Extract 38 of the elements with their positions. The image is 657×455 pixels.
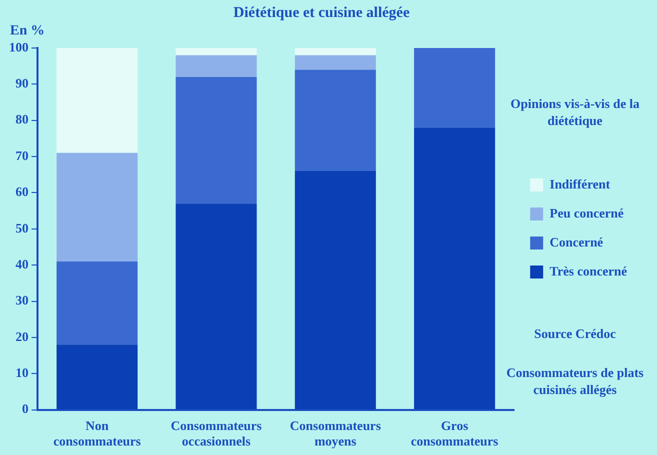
bar: [56, 48, 138, 153]
chart-title: Diététique et cuisine allégée: [233, 4, 410, 21]
y-tick-label: 0: [22, 401, 28, 416]
x-tick-label: Gros consommateurs: [410, 418, 498, 449]
bar: [414, 48, 496, 128]
bar: [56, 261, 138, 345]
x-tick-label: Consommateurs moyens: [290, 418, 381, 449]
y-tick-label: 10: [16, 364, 28, 380]
legend-title: Opinions vis-à-vis de la diététique: [510, 95, 640, 129]
x-tick-label: Non consommateurs: [53, 418, 141, 449]
legend-label: Indifférent: [550, 176, 611, 192]
bar: [294, 70, 376, 172]
bar: [176, 55, 257, 77]
bar: [56, 344, 138, 410]
y-tick-label: 20: [16, 328, 28, 344]
source-note: Source Crédoc: [533, 325, 617, 342]
y-axis-title: En %: [10, 24, 45, 39]
bar: [294, 55, 376, 70]
bar: [294, 48, 376, 56]
y-tick-label: 50: [16, 220, 28, 236]
y-tick-label: 100: [9, 39, 28, 54]
y-tick-label: 30: [16, 292, 28, 308]
bar: [176, 76, 257, 204]
legend-label: Très concerné: [550, 263, 628, 278]
legend-label: Concerné: [550, 234, 604, 250]
bar: [176, 204, 257, 410]
legend-label: Peu concerné: [550, 205, 624, 220]
bar: [414, 128, 496, 410]
y-tick-label: 70: [16, 148, 28, 163]
annotation: Consommateurs de plats cuisinés allégés: [505, 364, 645, 398]
bar: [56, 152, 138, 262]
bar: [294, 171, 376, 410]
y-tick-label: 90: [16, 76, 28, 91]
y-tick-label: 40: [16, 256, 28, 272]
y-tick-label: 60: [16, 184, 28, 200]
bar: [176, 48, 257, 56]
x-tick-label: Consommateurs occasionnels: [170, 418, 262, 449]
y-tick-label: 80: [16, 112, 28, 127]
